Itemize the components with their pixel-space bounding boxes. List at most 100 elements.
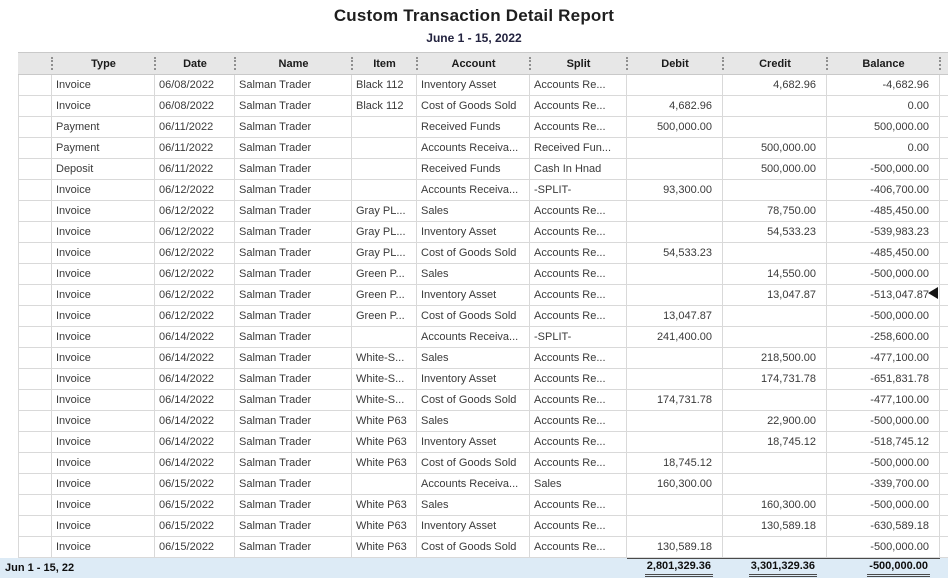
table-row[interactable]: Invoice 06/14/2022 Salman Trader White P… (18, 453, 948, 474)
cell-credit: 4,682.96 (723, 75, 827, 95)
table-row[interactable]: Invoice 06/12/2022 Salman Trader Green P… (18, 306, 948, 327)
cell-balance: -500,000.00 (827, 411, 940, 431)
cell-name: Salman Trader (235, 75, 352, 95)
cell-name: Salman Trader (235, 306, 352, 326)
table-row[interactable]: Invoice 06/14/2022 Salman Trader White-S… (18, 390, 948, 411)
table-row[interactable]: Invoice 06/14/2022 Salman Trader Account… (18, 327, 948, 348)
header-cell-debit: Debit (626, 53, 723, 74)
cell-credit (723, 327, 827, 347)
column-resize-handle-icon[interactable] (351, 57, 353, 70)
table-row[interactable]: Invoice 06/12/2022 Salman Trader Green P… (18, 285, 948, 306)
table-row[interactable]: Invoice 06/12/2022 Salman Trader Gray PL… (18, 222, 948, 243)
totals-row: Jun 1 - 15, 22 2,801,329.36 3,301,329.36… (0, 558, 948, 578)
cell-credit: 78,750.00 (723, 201, 827, 221)
column-resize-handle-icon[interactable] (234, 57, 236, 70)
column-resize-handle-icon[interactable] (826, 57, 828, 70)
cell-type: Invoice (52, 306, 155, 326)
cell-balance: -477,100.00 (827, 348, 940, 368)
table-row[interactable]: Invoice 06/14/2022 Salman Trader White-S… (18, 348, 948, 369)
table-row[interactable]: Invoice 06/12/2022 Salman Trader Gray PL… (18, 201, 948, 222)
totals-label: Jun 1 - 15, 22 (5, 562, 75, 574)
cell-credit: 13,047.87 (723, 285, 827, 305)
cell-split: Accounts Re... (530, 453, 627, 473)
cell-split: Accounts Re... (530, 411, 627, 431)
cell-credit (723, 117, 827, 137)
cell-balance: 500,000.00 (827, 117, 940, 137)
table-row[interactable]: Invoice 06/08/2022 Salman Trader Black 1… (18, 96, 948, 117)
cell-item: White P63 (352, 495, 417, 515)
cell-type: Invoice (52, 243, 155, 263)
cell-date: 06/14/2022 (155, 390, 235, 410)
cell-name: Salman Trader (235, 264, 352, 284)
cell-account: Accounts Receiva... (417, 180, 530, 200)
cell-balance: -485,450.00 (827, 201, 940, 221)
column-resize-handle-icon[interactable] (529, 57, 531, 70)
column-resize-handle-icon[interactable] (154, 57, 156, 70)
cell-gutter (18, 327, 52, 347)
cell-name: Salman Trader (235, 222, 352, 242)
column-resize-handle-icon[interactable] (722, 57, 724, 70)
table-row[interactable]: Payment 06/11/2022 Salman Trader Account… (18, 138, 948, 159)
cell-item (352, 138, 417, 158)
cell-item: Black 112 (352, 96, 417, 116)
cell-split: Accounts Re... (530, 75, 627, 95)
cell-date: 06/14/2022 (155, 327, 235, 347)
table-row[interactable]: Invoice 06/15/2022 Salman Trader White P… (18, 495, 948, 516)
table-row[interactable]: Invoice 06/12/2022 Salman Trader Gray PL… (18, 243, 948, 264)
table-row[interactable]: Invoice 06/08/2022 Salman Trader Black 1… (18, 75, 948, 96)
cell-name: Salman Trader (235, 411, 352, 431)
table-row[interactable]: Invoice 06/15/2022 Salman Trader Account… (18, 474, 948, 495)
cell-name: Salman Trader (235, 117, 352, 137)
cell-debit (627, 495, 723, 515)
cell-gutter (18, 264, 52, 284)
cell-item (352, 180, 417, 200)
cell-type: Invoice (52, 201, 155, 221)
column-resize-handle-icon[interactable] (939, 57, 941, 70)
header-cell-item: Item (351, 53, 417, 74)
cell-account: Cost of Goods Sold (417, 537, 530, 557)
cell-name: Salman Trader (235, 474, 352, 494)
cell-balance: -518,745.12 (827, 432, 940, 452)
mouse-cursor-icon (928, 287, 938, 299)
cell-account: Cost of Goods Sold (417, 453, 530, 473)
cell-type: Payment (52, 117, 155, 137)
cell-type: Invoice (52, 474, 155, 494)
column-resize-handle-icon[interactable] (51, 57, 53, 70)
column-resize-handle-icon[interactable] (626, 57, 628, 70)
cell-debit: 174,731.78 (627, 390, 723, 410)
header-label: Date (183, 57, 207, 70)
table-row[interactable]: Invoice 06/15/2022 Salman Trader White P… (18, 537, 948, 558)
cell-type: Invoice (52, 432, 155, 452)
cell-type: Invoice (52, 327, 155, 347)
cell-type: Invoice (52, 390, 155, 410)
cell-account: Sales (417, 264, 530, 284)
column-resize-handle-icon[interactable] (416, 57, 418, 70)
table-row[interactable]: Invoice 06/14/2022 Salman Trader White P… (18, 432, 948, 453)
cell-account: Inventory Asset (417, 369, 530, 389)
cell-account: Accounts Receiva... (417, 474, 530, 494)
cell-date: 06/15/2022 (155, 495, 235, 515)
cell-date: 06/08/2022 (155, 75, 235, 95)
table-row[interactable]: Invoice 06/14/2022 Salman Trader White P… (18, 411, 948, 432)
header-cell-type: Type (51, 53, 155, 74)
table-row[interactable]: Invoice 06/12/2022 Salman Trader Green P… (18, 264, 948, 285)
cell-account: Received Funds (417, 159, 530, 179)
cell-name: Salman Trader (235, 369, 352, 389)
cell-balance: -406,700.00 (827, 180, 940, 200)
cell-type: Deposit (52, 159, 155, 179)
cell-credit (723, 96, 827, 116)
totals-debit: 2,801,329.36 (627, 558, 723, 578)
cell-split: Accounts Re... (530, 222, 627, 242)
cell-name: Salman Trader (235, 285, 352, 305)
cell-date: 06/15/2022 (155, 516, 235, 536)
table-row[interactable]: Payment 06/11/2022 Salman Trader Receive… (18, 117, 948, 138)
table-row[interactable]: Invoice 06/15/2022 Salman Trader White P… (18, 516, 948, 537)
table-row[interactable]: Invoice 06/12/2022 Salman Trader Account… (18, 180, 948, 201)
cell-date: 06/12/2022 (155, 180, 235, 200)
table-row[interactable]: Invoice 06/14/2022 Salman Trader White-S… (18, 369, 948, 390)
cell-debit: 4,682.96 (627, 96, 723, 116)
header-label: Debit (661, 57, 689, 70)
table-row[interactable]: Deposit 06/11/2022 Salman Trader Receive… (18, 159, 948, 180)
table-body: Invoice 06/08/2022 Salman Trader Black 1… (18, 75, 948, 558)
cell-type: Invoice (52, 411, 155, 431)
